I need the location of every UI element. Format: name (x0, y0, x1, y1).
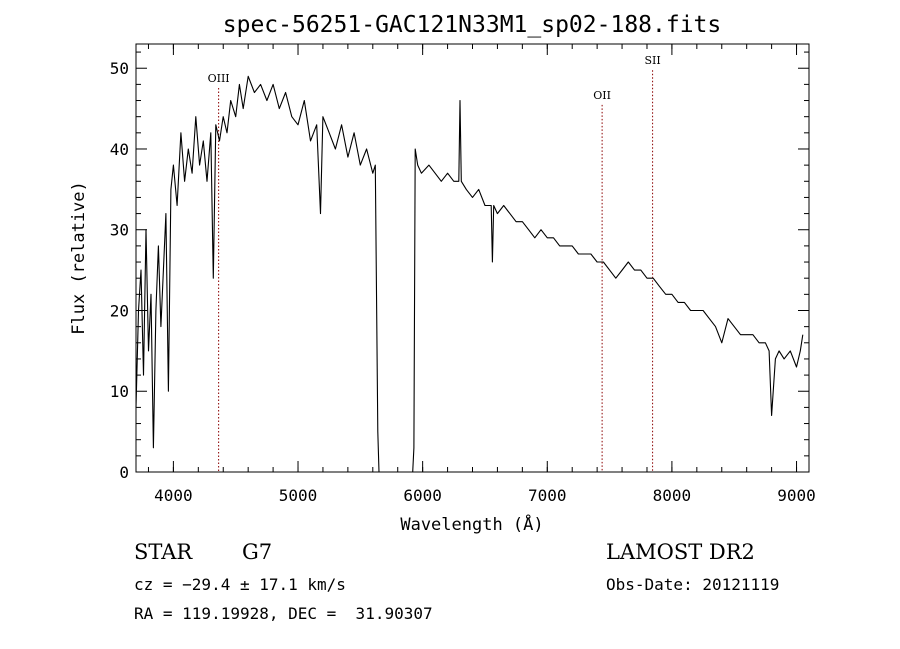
coordinates-readout: RA = 119.19928, DEC = 31.90307 (134, 604, 433, 623)
axis-ticks: 4000 5000 6000 7000 8000 9000 0 10 20 30 40 50 (110, 44, 816, 505)
survey-name: LAMOST DR2 (606, 540, 755, 564)
object-class: STAR (134, 540, 193, 564)
x-tick-label: 4000 (154, 486, 193, 505)
observation-date: Obs-Date: 20121119 (606, 575, 780, 594)
y-tick-label: 40 (110, 140, 129, 159)
y-tick-label: 30 (110, 221, 129, 240)
emission-line-label: SII (644, 54, 660, 67)
emission-line-label: OII (593, 89, 611, 102)
chart-title: spec-56251-GAC121N33M1_sp02-188.fits (223, 12, 722, 38)
object-subclass: G7 (242, 540, 273, 564)
y-axis-label: Flux (relative) (69, 181, 89, 335)
emission-line-label: OIII (208, 72, 230, 85)
y-tick-label: 50 (110, 59, 129, 78)
x-tick-label: 9000 (777, 486, 816, 505)
x-tick-label: 8000 (653, 486, 692, 505)
y-tick-label: 0 (119, 463, 129, 482)
spectrum-line (135, 75, 804, 473)
x-tick-label: 6000 (403, 486, 442, 505)
y-tick-label: 20 (110, 301, 129, 320)
x-axis-label: Wavelength (Å) (400, 513, 543, 535)
x-tick-label: 5000 (279, 486, 318, 505)
x-tick-label: 7000 (528, 486, 567, 505)
emission-line-markers: OIII OII SII (208, 54, 661, 472)
spectrum-series (135, 75, 804, 473)
y-tick-label: 10 (110, 382, 129, 401)
redshift-readout: cz = −29.4 ± 17.1 km/s (134, 575, 346, 594)
